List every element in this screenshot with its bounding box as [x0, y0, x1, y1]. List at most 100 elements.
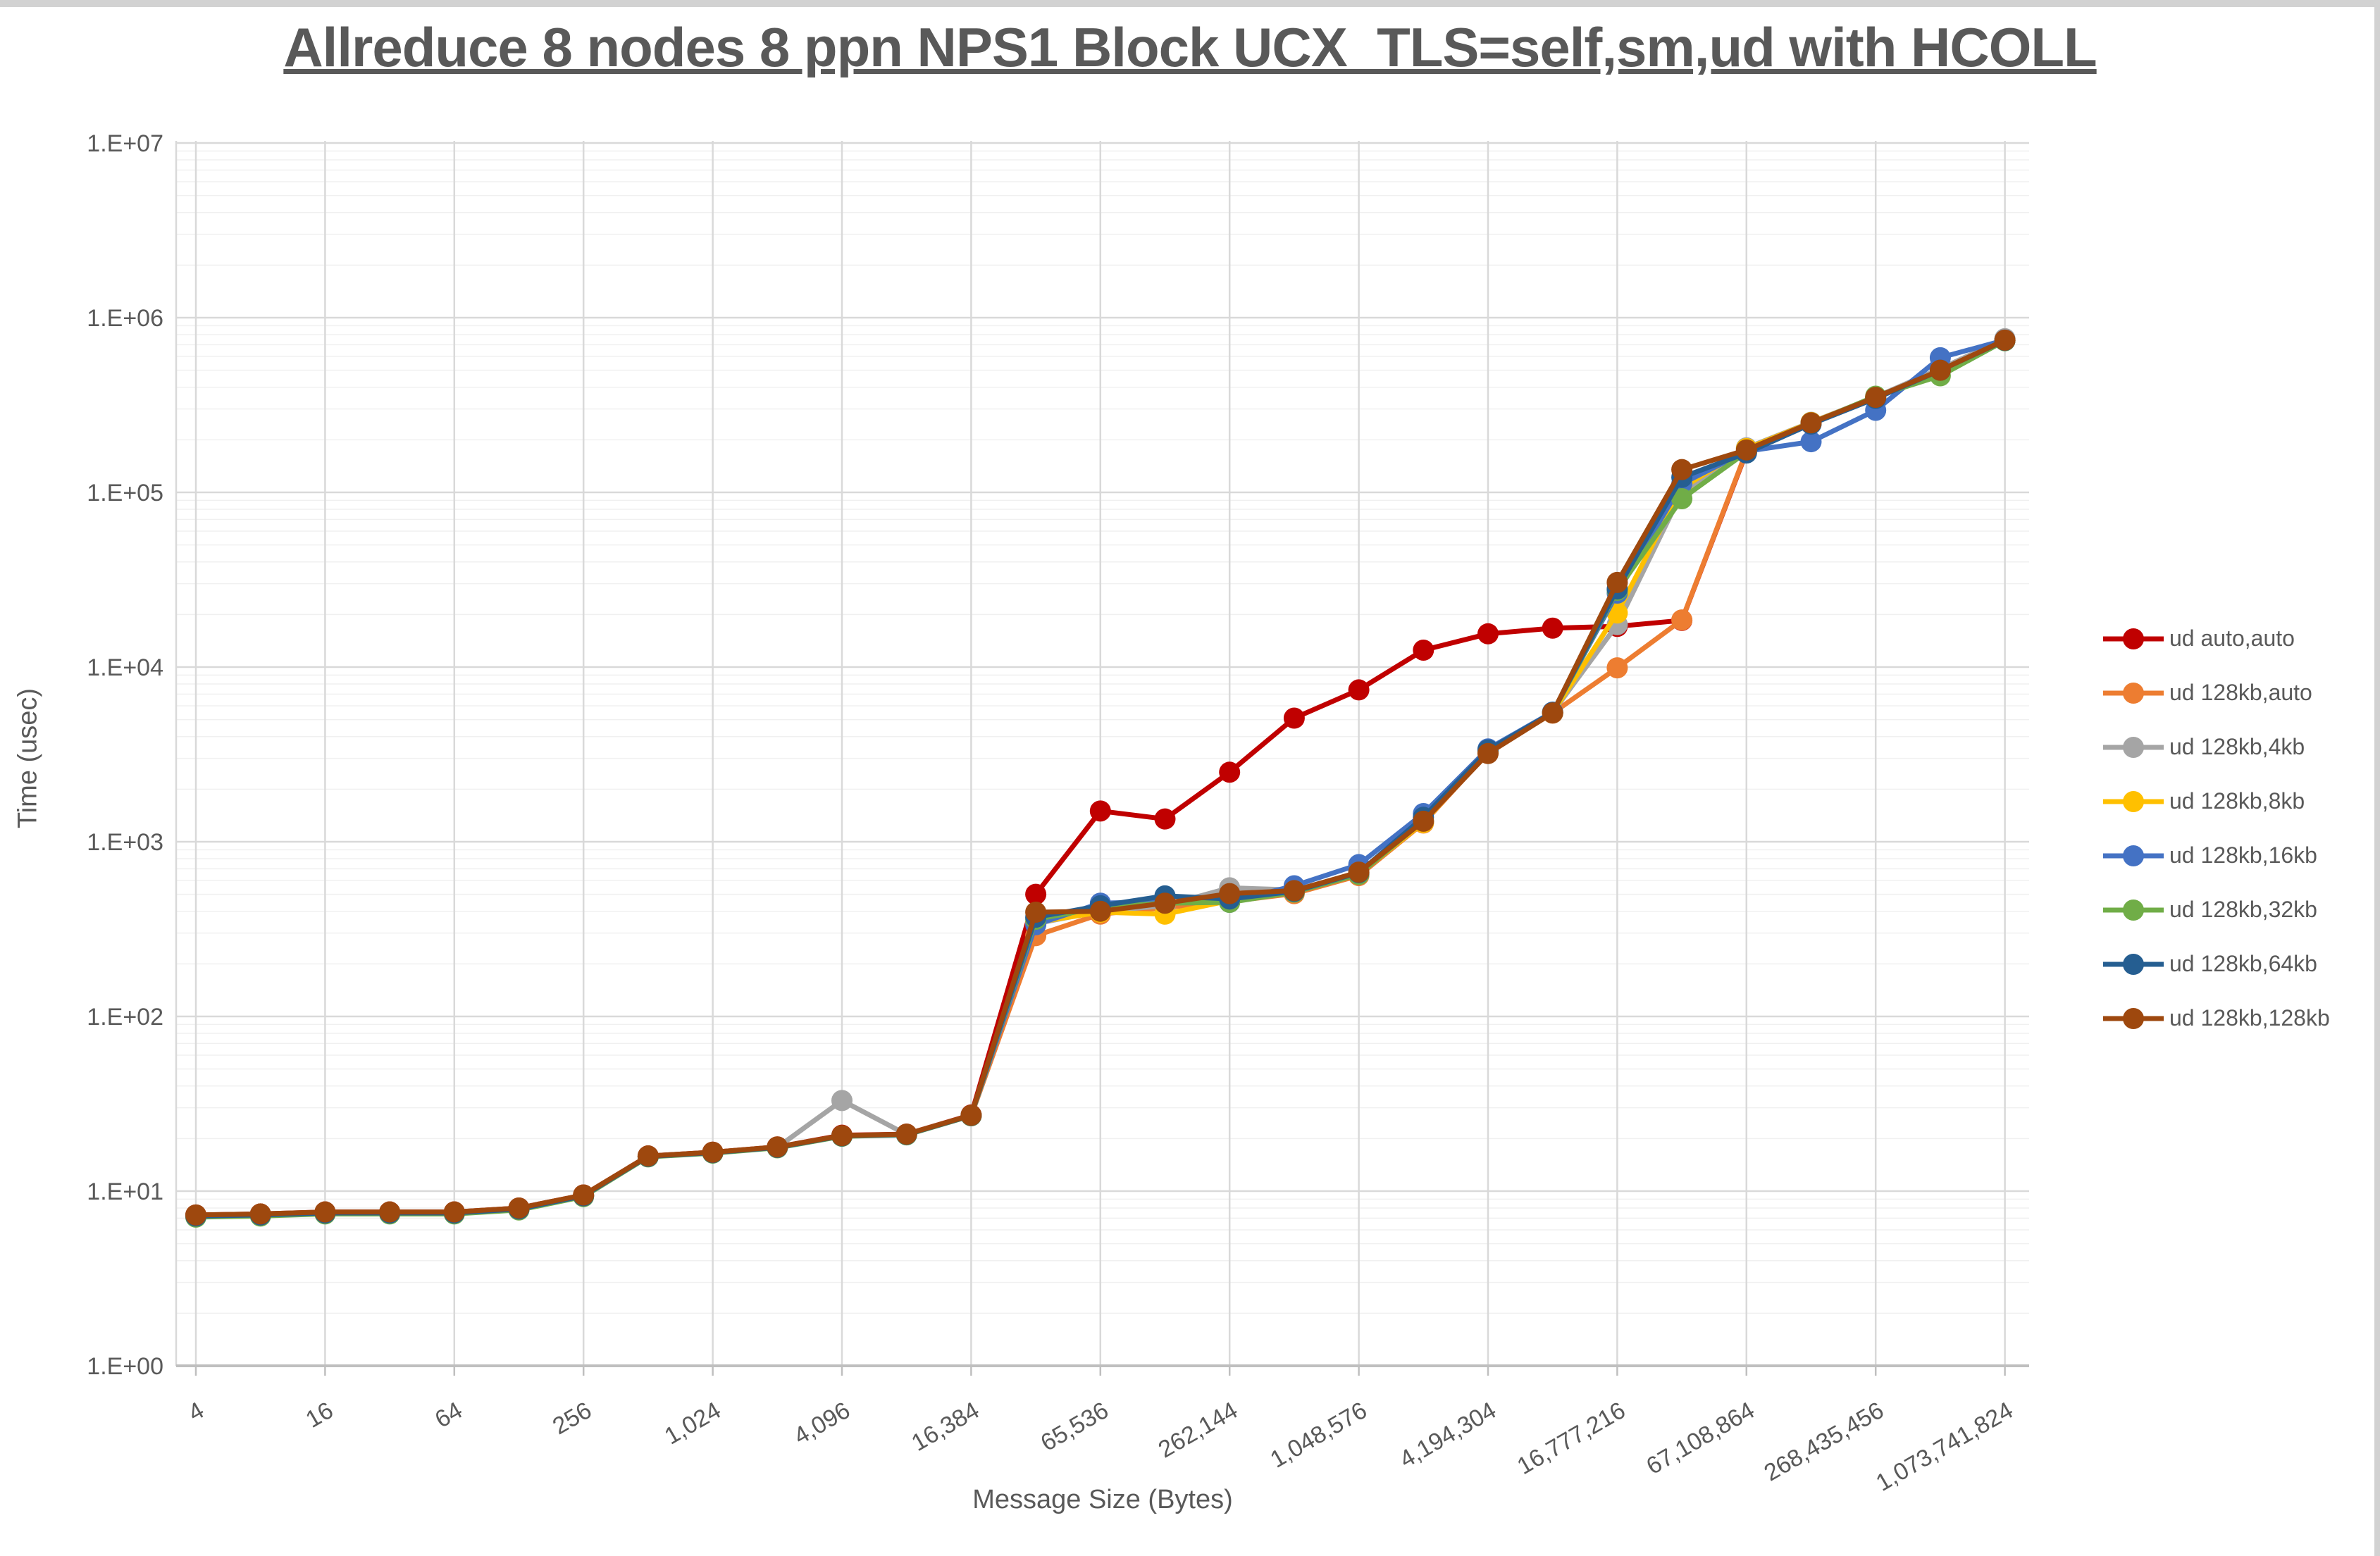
data-point-marker [1606, 571, 1628, 593]
window-edge-top [0, 0, 2380, 7]
y-tick-label: 1.E+06 [87, 305, 163, 332]
data-point-marker [1219, 761, 1241, 783]
data-point-marker [960, 1104, 982, 1126]
legend-swatch-icon [2103, 628, 2164, 649]
data-point-marker [1671, 459, 1693, 480]
x-tick-label: 65,536 [1036, 1397, 1113, 1457]
legend-swatch-icon [2103, 1007, 2164, 1029]
data-point-marker [637, 1145, 659, 1167]
x-tick-label: 16,384 [907, 1397, 984, 1457]
data-point-marker [185, 1204, 206, 1226]
legend-item-ud-128kb-4kb[interactable]: ud 128kb,4kb [2103, 720, 2330, 774]
data-point-marker [767, 1136, 788, 1158]
data-point-marker [1800, 431, 1822, 453]
data-point-marker [1800, 412, 1822, 434]
data-point-marker [1994, 329, 2016, 351]
legend: ud auto,auto ud 128kb,auto ud 128kb,4kb ud … [2103, 611, 2330, 1045]
y-axis-title: Time (usec) [13, 687, 43, 829]
data-point-marker [1089, 800, 1111, 822]
data-point-marker [1735, 439, 1757, 461]
data-point-marker [1154, 892, 1176, 914]
legend-label: ud 128kb,64kb [2169, 951, 2317, 976]
x-tick-label: 256 [548, 1397, 596, 1440]
y-tick-label: 1.E+02 [87, 1004, 163, 1031]
data-point-marker [1542, 617, 1563, 639]
legend-label: ud 128kb,auto [2169, 680, 2312, 705]
x-tick-label: 64 [430, 1397, 467, 1433]
data-point-marker [1477, 742, 1499, 764]
legend-item-ud-128kb-32kb[interactable]: ud 128kb,32kb [2103, 883, 2330, 937]
gridlines [175, 141, 2029, 1376]
legend-label: ud auto,auto [2169, 625, 2295, 651]
legend-label: ud 128kb,16kb [2169, 842, 2317, 868]
x-tick-label: 4,194,304 [1395, 1397, 1501, 1474]
data-point-marker [1025, 883, 1047, 905]
x-tick-label: 16,777,216 [1513, 1397, 1630, 1480]
legend-swatch-icon [2103, 682, 2164, 704]
x-axis-labels: 4 16 64 256 1,024 4,096 16,384 65,536 262,144 1,0… [184, 1397, 2018, 1497]
x-tick-label: 4,096 [789, 1397, 855, 1450]
data-point-marker [1219, 883, 1241, 904]
legend-item-ud-128kb-16kb[interactable]: ud 128kb,16kb [2103, 828, 2330, 883]
y-tick-label: 1.E+05 [87, 480, 163, 506]
data-point-marker [1283, 707, 1305, 729]
data-point-marker [573, 1184, 595, 1206]
data-point-marker [702, 1141, 724, 1163]
data-point-marker [379, 1201, 401, 1223]
x-tick-label: 268,435,456 [1759, 1397, 1888, 1486]
legend-label: ud 128kb,32kb [2169, 897, 2317, 922]
legend-swatch-icon [2103, 953, 2164, 975]
chart-title: Allreduce 8 nodes 8 ppn NPS1 Block UCX_T… [283, 16, 2097, 78]
data-point-marker [831, 1090, 853, 1112]
legend-label: ud 128kb,128kb [2169, 1005, 2330, 1031]
y-tick-label: 1.E+03 [87, 829, 163, 856]
y-tick-label: 1.E+01 [87, 1178, 163, 1205]
x-axis-title: Message Size (Bytes) [972, 1485, 1233, 1514]
data-point-marker [443, 1201, 465, 1223]
x-tick-label: 16 [302, 1397, 338, 1433]
data-point-marker [1413, 810, 1434, 832]
data-point-marker [1671, 609, 1693, 631]
y-tick-label: 1.E+07 [87, 130, 163, 157]
legend-swatch-icon [2103, 790, 2164, 812]
legend-item-ud-128kb-auto[interactable]: ud 128kb,auto [2103, 666, 2330, 720]
data-point-marker [1089, 900, 1111, 922]
data-point-marker [1865, 387, 1887, 409]
series-ud-128kb-128kb[interactable] [185, 329, 2016, 1226]
x-tick-label: 1,048,576 [1266, 1397, 1372, 1474]
legend-swatch-icon [2103, 899, 2164, 921]
x-tick-label: 262,144 [1154, 1397, 1242, 1463]
x-tick-label: 1,024 [660, 1397, 726, 1450]
data-point-marker [831, 1125, 853, 1147]
legend-label: ud 128kb,4kb [2169, 734, 2305, 759]
y-tick-label: 1.E+00 [87, 1353, 163, 1380]
data-point-marker [1929, 359, 1951, 381]
data-point-marker [1025, 902, 1047, 923]
data-point-marker [1348, 861, 1370, 883]
legend-item-ud-128kb-64kb[interactable]: ud 128kb,64kb [2103, 937, 2330, 991]
data-point-marker [249, 1203, 271, 1225]
x-tick-label: 1,073,741,824 [1871, 1397, 2017, 1497]
x-tick-label: 67,108,864 [1642, 1397, 1759, 1480]
window-edge-right [2374, 0, 2380, 1556]
data-point-marker [1413, 639, 1434, 661]
y-axis-labels: 1.E+00 1.E+01 1.E+02 1.E+03 1.E+04 1.E+05 1.E+… [87, 130, 163, 1380]
legend-swatch-icon [2103, 736, 2164, 758]
legend-item-ud-128kb-8kb[interactable]: ud 128kb,8kb [2103, 774, 2330, 828]
y-tick-label: 1.E+04 [87, 654, 163, 681]
data-point-marker [895, 1124, 917, 1145]
x-tick-label: 4 [184, 1397, 209, 1426]
legend-label: ud 128kb,8kb [2169, 788, 2305, 814]
data-point-marker [508, 1197, 530, 1219]
data-point-marker [1283, 880, 1305, 902]
legend-item-ud-auto-auto[interactable]: ud auto,auto [2103, 611, 2330, 666]
data-point-marker [1348, 679, 1370, 701]
data-point-marker [1542, 702, 1563, 724]
data-point-marker [1154, 808, 1176, 830]
data-point-marker [1606, 657, 1628, 679]
legend-item-ud-128kb-128kb[interactable]: ud 128kb,128kb [2103, 991, 2330, 1045]
data-point-marker [1477, 623, 1499, 645]
data-point-marker [314, 1201, 336, 1223]
